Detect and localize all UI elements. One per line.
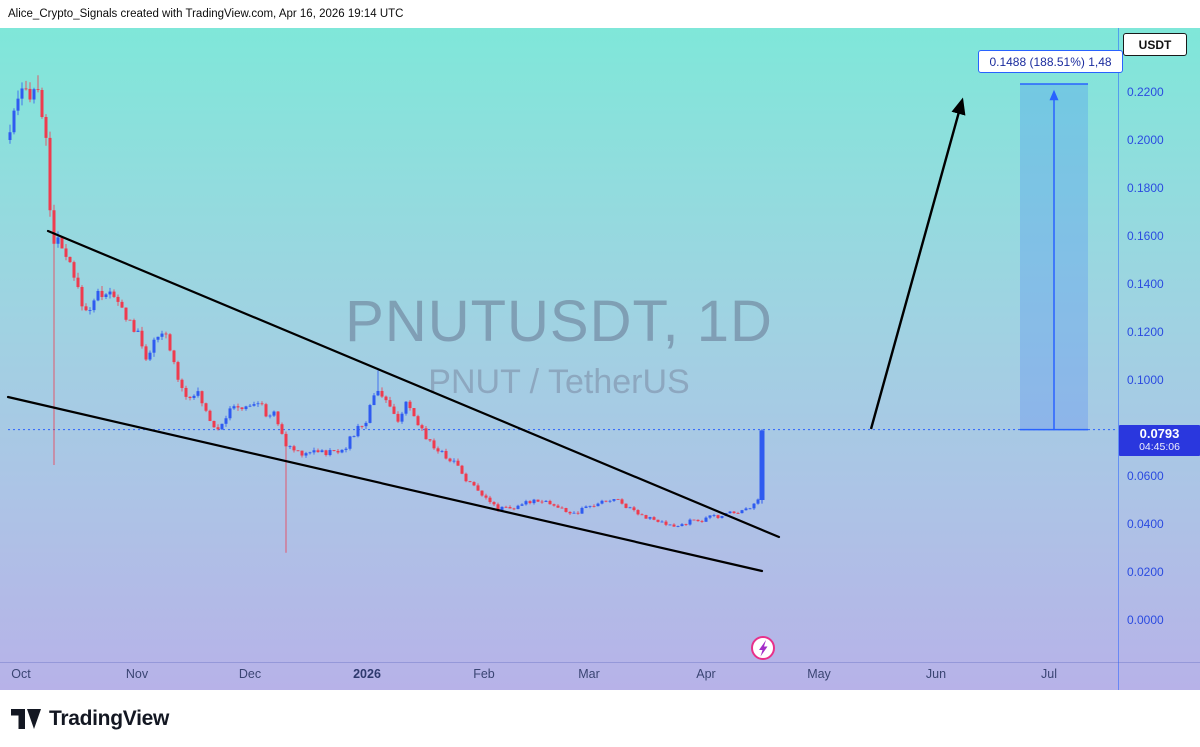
- footer-bar: TradingView: [0, 690, 1200, 747]
- currency-unit-toggle[interactable]: USDT: [1123, 33, 1187, 56]
- header-bar: Alice_Crypto_Signals created with Tradin…: [0, 0, 1200, 28]
- tradingview-logo-icon: [11, 708, 41, 729]
- tradingview-logo[interactable]: TradingView: [10, 704, 169, 734]
- measure-range-label: 0.1488 (188.51%) 1,48: [978, 50, 1123, 73]
- lightning-event-icon[interactable]: [751, 636, 775, 660]
- tradingview-wordmark: TradingView: [49, 706, 170, 730]
- last-price-value: 0.0793: [1139, 425, 1180, 441]
- last-price-badge: 0.0793 04:45:06: [1119, 424, 1200, 456]
- chart-credit-text: Alice_Crypto_Signals created with Tradin…: [8, 8, 404, 20]
- chart-background: [0, 28, 1200, 690]
- bar-close-countdown: 04:45:06: [1139, 440, 1180, 453]
